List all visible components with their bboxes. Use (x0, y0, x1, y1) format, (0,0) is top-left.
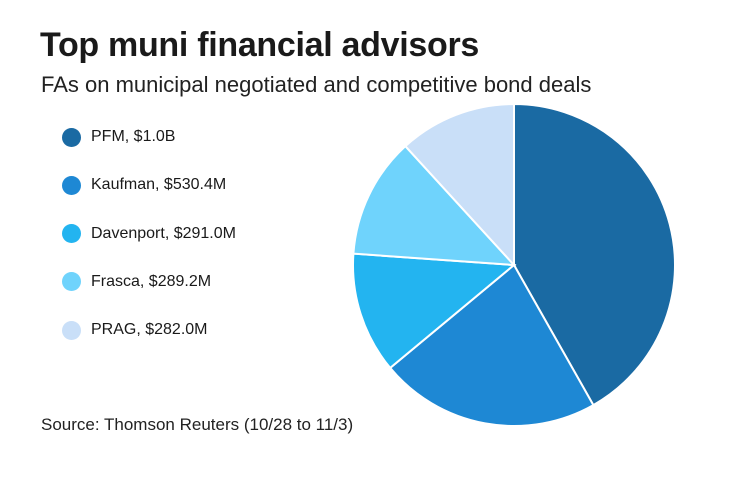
pie-slice-1 (388, 263, 595, 427)
legend-label: Frasca, $289.2M (91, 272, 212, 290)
legend-item: Kaufman, $530.4M (62, 174, 226, 196)
legend-swatch (62, 175, 81, 195)
chart-title: Top muni financial advisors (40, 26, 480, 64)
legend-swatch (62, 320, 81, 340)
pie-slice-2 (352, 252, 517, 370)
legend-swatch (62, 224, 81, 244)
legend-item: PRAG, $282.0M (62, 319, 208, 341)
legend-label: PFM, $1.0B (91, 128, 176, 145)
legend-label: Kaufman, $530.4M (91, 176, 227, 194)
pie-slice-4 (403, 102, 515, 268)
legend-swatch (62, 272, 81, 292)
source-note: Source: Thomson Reuters (10/28 to 11/3) (41, 415, 354, 434)
pie-slice-0 (513, 102, 676, 407)
chart-subtitle: FAs on municipal negotiated and competit… (41, 72, 592, 97)
legend-item: Frasca, $289.2M (62, 271, 211, 293)
legend-item: PFM, $1.0B (62, 126, 175, 148)
legend-label: Davenport, $291.0M (91, 224, 236, 242)
legend-label: PRAG, $282.0M (91, 321, 208, 339)
legend-swatch (62, 127, 81, 147)
legend-item: Davenport, $291.0M (62, 223, 236, 245)
pie-slice-3 (352, 144, 517, 267)
